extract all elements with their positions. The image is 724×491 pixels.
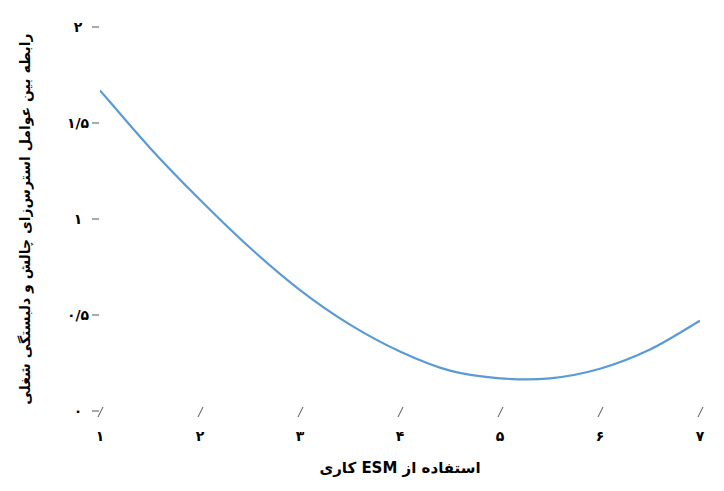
x-tick bbox=[498, 407, 503, 417]
x-tick-label: ۶ bbox=[596, 428, 605, 444]
x-tick bbox=[698, 407, 703, 417]
chart: ۰ ۰/۵ ۱ ۱/۵ ۲ ۱ ۲ ۳ ۴ ۵ ۶ ۷ استفاده از ESM کاری رابطه… bbox=[0, 0, 724, 491]
y-tick bbox=[92, 27, 99, 28]
y-axis-title: رابطه بین عوامل استرس‌زای چالش و دلبستگی… bbox=[17, 33, 34, 404]
x-tick-label: ۴ bbox=[396, 428, 405, 444]
x-tick bbox=[598, 407, 603, 417]
x-tick bbox=[398, 407, 403, 417]
x-tick bbox=[198, 407, 203, 417]
x-tick-label: ۲ bbox=[196, 428, 205, 444]
x-tick-label: ۷ bbox=[696, 428, 705, 444]
y-tick-label: ۱/۵ bbox=[67, 115, 90, 131]
x-tick-label: ۵ bbox=[496, 428, 505, 444]
y-tick-label: ۱ bbox=[74, 211, 83, 227]
y-tick bbox=[92, 123, 99, 124]
y-tick bbox=[92, 219, 99, 220]
y-tick-label: ۰/۵ bbox=[67, 307, 90, 323]
x-tick bbox=[98, 407, 103, 417]
plot-area bbox=[100, 90, 700, 379]
y-tick bbox=[92, 411, 99, 412]
curve bbox=[100, 90, 700, 379]
y-tick bbox=[92, 315, 99, 316]
x-tick bbox=[298, 407, 303, 417]
x-tick-label: ۱ bbox=[96, 428, 105, 444]
x-tick-label: ۳ bbox=[296, 428, 305, 444]
y-tick-label: ۲ bbox=[74, 19, 83, 35]
y-tick-label: ۰ bbox=[74, 403, 83, 419]
x-axis-title: استفاده از ESM کاری bbox=[319, 459, 480, 477]
